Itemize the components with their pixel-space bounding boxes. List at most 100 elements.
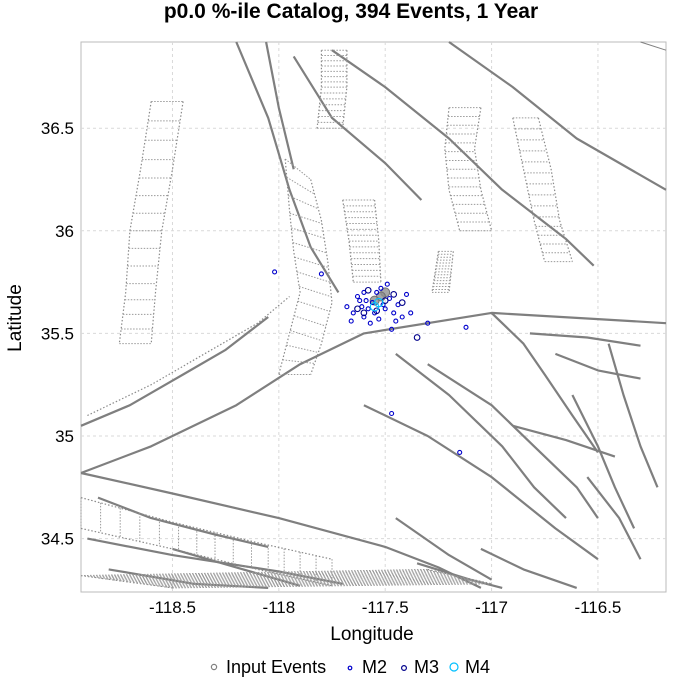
- legend-item-m3: M3: [401, 657, 439, 677]
- data-point-m2: [374, 289, 380, 295]
- data-point-m2: [389, 410, 395, 417]
- dotted-fault-rung: [87, 569, 433, 577]
- dotted-fault-line: [80, 527, 333, 587]
- data-point-m2: [425, 320, 431, 326]
- dotted-fault-rung: [80, 568, 428, 577]
- chart-title: p0.0 %-ile Catalog, 394 Events, 1 Year: [164, 0, 538, 23]
- x-tick-label: -117: [475, 598, 508, 617]
- legend-label: M2: [362, 657, 387, 677]
- data-point-m2: [361, 314, 367, 320]
- x-axis-label: Longitude: [330, 624, 413, 645]
- data-point-m2: [393, 318, 399, 324]
- dotted-fault-rung: [139, 578, 469, 584]
- data-point-m3: [398, 299, 406, 306]
- y-axis-ticks: 34.5 35 35.5 36 36.5: [41, 119, 74, 548]
- y-axis-label: Latitude: [5, 284, 26, 352]
- data-point-m2: [376, 316, 382, 322]
- data-point-m2: [378, 285, 384, 291]
- dotted-fault-rung: [165, 582, 488, 588]
- dotted-fault-rung: [146, 579, 474, 585]
- data-point-m2: [399, 314, 405, 320]
- legend-item-input-events: Input Events: [210, 657, 326, 677]
- legend-marker: [449, 662, 459, 672]
- data-point-m2: [354, 293, 361, 300]
- dotted-fault-rung: [299, 286, 332, 298]
- dotted-fault-line: [150, 101, 184, 344]
- fault-line: [108, 568, 269, 589]
- fault-line: [490, 312, 599, 454]
- data-point-m3: [390, 291, 398, 298]
- fault-line: [571, 394, 636, 529]
- x-tick-label: -118.5: [149, 598, 196, 617]
- dotted-fault-line: [118, 101, 152, 344]
- fault-line: [395, 517, 493, 581]
- legend-marker: [401, 664, 408, 671]
- dotted-fault-line: [278, 158, 301, 375]
- grid-lines: [81, 42, 666, 592]
- data-point-m2: [463, 324, 469, 330]
- legend-item-m2: M2: [347, 657, 387, 677]
- fault-line: [235, 41, 340, 293]
- legend: Input Events M2 M3 M4: [210, 657, 490, 677]
- legend-label: M4: [465, 657, 490, 677]
- dotted-fault-line: [316, 50, 322, 129]
- y-tick-label: 36.5: [41, 119, 74, 138]
- data-point-m2: [357, 298, 363, 304]
- dotted-fault-rung: [286, 344, 319, 353]
- legend-label: Input Events: [226, 657, 326, 677]
- data-point-m2: [408, 310, 414, 316]
- legend-marker: [347, 665, 353, 671]
- legend-label: M3: [414, 657, 439, 677]
- data-point-m3: [364, 286, 372, 294]
- dotted-fault-rung: [297, 300, 330, 312]
- x-tick-label: -118: [262, 598, 295, 617]
- fault-line: [80, 316, 269, 427]
- data-point-m2: [363, 298, 369, 304]
- dotted-fault-line: [512, 117, 546, 262]
- data-point-m3: [413, 334, 421, 341]
- dotted-fault-rung: [293, 315, 327, 327]
- dotted-fault-rung: [282, 359, 315, 364]
- data-point-m2: [389, 326, 395, 332]
- fault-lines: [80, 41, 667, 589]
- fault-line: [265, 41, 295, 170]
- fault-line: [395, 353, 567, 519]
- fault-line: [292, 55, 423, 201]
- data-point-m2: [318, 271, 324, 277]
- fault-line: [480, 547, 578, 589]
- fault-line: [512, 424, 616, 458]
- dotted-fault-rung: [94, 570, 437, 578]
- fault-line: [416, 562, 503, 589]
- dotted-fault-line: [342, 50, 348, 129]
- y-tick-label: 36: [55, 222, 74, 241]
- dotted-fault-rung: [288, 195, 319, 210]
- data-point-m2: [403, 291, 410, 297]
- dotted-fault-rung: [152, 580, 478, 586]
- data-point-m2: [367, 320, 373, 326]
- fault-line: [331, 49, 595, 267]
- legend-item-m4: M4: [449, 657, 490, 677]
- x-tick-label: -116.5: [574, 598, 621, 617]
- fault-line: [555, 352, 641, 380]
- data-point-m2: [382, 306, 388, 312]
- fault-line: [80, 471, 482, 589]
- dotted-fault-line: [537, 117, 573, 262]
- data-point-m2: [391, 310, 397, 316]
- fault-line: [80, 311, 667, 475]
- fault-line: [427, 363, 599, 519]
- fault-line: [363, 404, 599, 561]
- fault-line: [448, 41, 667, 191]
- fault-line: [172, 547, 301, 587]
- fault-line: [586, 476, 642, 560]
- legend-marker: [210, 663, 218, 671]
- dotted-fault-line: [310, 179, 333, 375]
- data-point-m2: [350, 310, 356, 316]
- dotted-fault-rung: [289, 212, 322, 224]
- dotted-fault-rung: [172, 583, 492, 589]
- dotted-fault-rung: [284, 158, 312, 180]
- data-point-m2: [348, 318, 354, 324]
- fault-line: [607, 343, 659, 488]
- dotted-fault-rung: [126, 576, 460, 583]
- fault-line: [529, 332, 641, 347]
- data-point-m2: [457, 449, 463, 455]
